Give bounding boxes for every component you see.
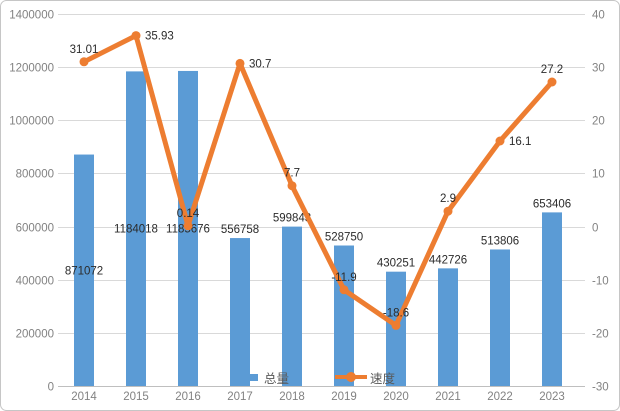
right-axis-tick-label: 40 (592, 10, 605, 22)
line-point-2014 (79, 57, 89, 67)
bar-2015 (126, 71, 146, 387)
line-point-2017 (235, 58, 245, 68)
left-axis-tick-label: 1400000 (9, 10, 54, 22)
right-axis-tick-label: 30 (592, 63, 605, 75)
line-point-2015 (131, 31, 141, 41)
line-point-2021 (443, 206, 453, 216)
line-point-2020 (391, 320, 401, 330)
line-value-label: 30.7 (249, 58, 271, 70)
x-axis-label-2018: 2018 (279, 391, 305, 403)
right-axis-tick-label: -20 (592, 329, 609, 341)
line-point-2016 (183, 221, 193, 231)
line-value-label: 7.7 (284, 168, 300, 180)
bar-value-label: 442726 (429, 254, 467, 266)
right-axis-tick-label: 10 (592, 169, 605, 181)
line-value-label: 31.01 (70, 44, 99, 56)
legend-bar-swatch-icon (240, 374, 258, 381)
speed-line (81, 33, 555, 328)
line-value-label: 0.14 (177, 208, 200, 220)
left-axis-tick-label: 1200000 (9, 63, 54, 75)
bar-value-label: 653406 (533, 198, 571, 210)
left-axis-tick-label: 400000 (16, 276, 54, 288)
line-point-2023 (547, 77, 557, 87)
right-axis-tick-label: -10 (592, 276, 609, 288)
x-axis-label-2020: 2020 (383, 391, 409, 403)
x-axis-label-2021: 2021 (435, 391, 461, 403)
bar-2023 (542, 212, 562, 386)
bar-2017 (230, 238, 250, 386)
bar-2022 (490, 249, 510, 386)
line-point-2019 (339, 285, 349, 295)
right-axis-tick-label: 20 (592, 116, 605, 128)
right-axis-tick-label: 0 (592, 223, 598, 235)
line-point-2018 (287, 181, 297, 191)
bar-2014 (74, 154, 94, 386)
bar-2018 (282, 226, 302, 386)
bar-2019 (334, 245, 354, 386)
line-value-label: 27.2 (541, 64, 563, 76)
bar-value-label: 528750 (325, 232, 363, 244)
line-point-2022 (495, 136, 505, 146)
left-axis-tick-label: 800000 (16, 169, 54, 181)
legend-total-label: 总量 (264, 372, 289, 386)
line-value-label: 16.1 (509, 136, 531, 148)
bar-value-label: 430251 (377, 258, 415, 270)
line-value-label: 35.93 (145, 31, 174, 43)
bar-2021 (438, 268, 458, 386)
x-axis-label-2016: 2016 (175, 391, 201, 403)
bar-value-label: 599843 (273, 213, 311, 225)
line-value-label: -11.9 (331, 272, 356, 284)
x-axis-label-2022: 2022 (487, 391, 513, 403)
bar-value-label: 556758 (221, 224, 259, 236)
x-axis-label-2019: 2019 (331, 391, 357, 403)
left-axis-tick-label: 0 (48, 382, 54, 394)
line-value-label: -18.6 (383, 307, 409, 319)
x-axis-label-2014: 2014 (71, 391, 97, 403)
left-axis-tick-label: 1000000 (9, 116, 54, 128)
legend-speed-label: 速度 (370, 371, 396, 386)
legend-line-marker-icon (346, 372, 356, 382)
bar-value-label: 871072 (65, 265, 103, 277)
x-axis-label-2023: 2023 (539, 391, 565, 403)
bar-value-label: 1184018 (114, 224, 158, 236)
left-axis-tick-label: 200000 (16, 329, 54, 341)
line-value-label: 2.9 (440, 193, 456, 205)
left-axis-tick-label: 600000 (16, 223, 54, 235)
right-axis-tick-label: -30 (592, 382, 609, 394)
bar-value-label: 513806 (481, 235, 519, 247)
x-axis-label-2015: 2015 (123, 391, 149, 403)
x-axis-label-2017: 2017 (227, 391, 253, 403)
